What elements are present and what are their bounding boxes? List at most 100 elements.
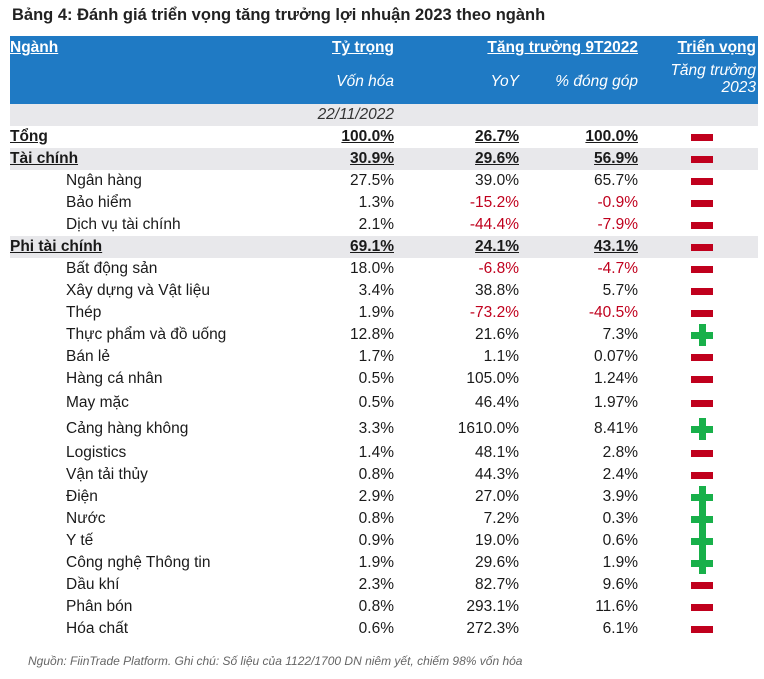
yoy-value: 1610.0%	[457, 420, 519, 438]
sector-name: Dầu khí	[66, 576, 120, 594]
table-row: Dầu khí 2.3% 82.7% 9.6%	[10, 574, 758, 596]
sector-name: May mặc	[66, 394, 129, 412]
minus-icon	[691, 287, 713, 295]
yoy-value: -44.4%	[469, 216, 519, 234]
outlook-cell	[640, 416, 758, 442]
outlook-cell	[640, 368, 758, 390]
weight-value: 0.5%	[358, 370, 394, 388]
yoy-value: 293.1%	[466, 598, 519, 616]
weight-value: 12.8%	[350, 326, 394, 344]
contribution-value: 0.6%	[602, 532, 638, 550]
weight-value: 3.3%	[358, 420, 394, 438]
weight-value: 2.1%	[358, 216, 394, 234]
table-row: Cảng hàng không 3.3% 1610.0% 8.41%	[10, 416, 758, 442]
sector-name: Bán lẻ	[66, 348, 110, 366]
sector-name: Công nghệ Thông tin	[66, 554, 211, 572]
plus-icon	[691, 324, 713, 346]
weight-value: 30.9%	[260, 148, 396, 170]
sector-name: Cảng hàng không	[66, 420, 189, 438]
yoy-value: 29.6%	[396, 148, 521, 170]
yoy-value: 272.3%	[466, 620, 519, 638]
contribution-value: 8.41%	[594, 420, 638, 438]
outlook-cell	[640, 530, 758, 552]
outlook-cell	[640, 464, 758, 486]
minus-icon	[691, 133, 713, 141]
table-body: Tổng 100.0% 26.7% 100.0% Tài chính 30.9% 29.6%…	[10, 126, 758, 640]
yoy-value: -15.2%	[469, 194, 519, 212]
table-row: Bất động sản 18.0% -6.8% -4.7%	[10, 258, 758, 280]
table-row: Tổng 100.0% 26.7% 100.0%	[10, 126, 758, 148]
subheader-blank	[10, 60, 260, 104]
table-row: May mặc 0.5% 46.4% 1.97%	[10, 390, 758, 416]
yoy-value: 27.0%	[475, 488, 519, 506]
outlook-cell	[640, 258, 758, 280]
contribution-value: 6.1%	[602, 620, 638, 638]
yoy-value: 39.0%	[475, 172, 519, 190]
outlook-cell	[640, 346, 758, 368]
outlook-cell	[640, 442, 758, 464]
date-row: 22/11/2022	[10, 104, 758, 126]
weight-value: 0.8%	[358, 510, 394, 528]
yoy-value: 48.1%	[475, 444, 519, 462]
table-row: Logistics 1.4% 48.1% 2.8%	[10, 442, 758, 464]
table-row: Xây dựng và Vật liệu 3.4% 38.8% 5.7%	[10, 280, 758, 302]
table-row: Y tế 0.9% 19.0% 0.6%	[10, 530, 758, 552]
weight-value: 0.8%	[358, 598, 394, 616]
minus-icon	[691, 221, 713, 229]
sector-name: Phân bón	[66, 598, 133, 616]
outlook-cell	[640, 302, 758, 324]
yoy-value: -6.8%	[478, 260, 520, 278]
weight-value: 1.4%	[358, 444, 394, 462]
table-row: Phi tài chính 69.1% 24.1% 43.1%	[10, 236, 758, 258]
yoy-value: 44.3%	[475, 466, 519, 484]
minus-icon	[691, 603, 713, 611]
sector-name: Nước	[66, 510, 106, 528]
table-row: Tài chính 30.9% 29.6% 56.9%	[10, 148, 758, 170]
sector-name: Hàng cá nhân	[66, 370, 163, 388]
outlook-cell	[640, 390, 758, 416]
contribution-value: 1.9%	[602, 554, 638, 572]
contribution-value: 0.3%	[602, 510, 638, 528]
minus-icon	[691, 353, 713, 361]
yoy-value: 1.1%	[483, 348, 519, 366]
contribution-value: 56.9%	[521, 148, 640, 170]
table-row: Thực phẩm và đồ uống 12.8% 21.6% 7.3%	[10, 324, 758, 346]
weight-value: 2.9%	[358, 488, 394, 506]
subheader-outlook: Tăng trưởng 2023	[640, 60, 758, 104]
table-row: Vận tải thủy 0.8% 44.3% 2.4%	[10, 464, 758, 486]
plus-icon	[691, 486, 713, 508]
sector-name: Logistics	[66, 444, 127, 462]
contribution-value: -4.7%	[597, 260, 639, 278]
weight-value: 69.1%	[260, 236, 396, 258]
weight-value: 3.4%	[358, 282, 394, 300]
table-row: Bán lẻ 1.7% 1.1% 0.07%	[10, 346, 758, 368]
minus-icon	[691, 265, 713, 273]
header-weight: Tỷ trọng	[260, 36, 396, 60]
contribution-value: 11.6%	[595, 598, 638, 616]
table-row: Phân bón 0.8% 293.1% 11.6%	[10, 596, 758, 618]
source-note: Nguồn: FiinTrade Platform. Ghi chú: Số l…	[28, 654, 523, 668]
weight-value: 1.3%	[358, 194, 394, 212]
subheader-weight: Vốn hóa	[260, 60, 396, 104]
weight-value: 1.7%	[358, 348, 394, 366]
sector-name: Thực phẩm và đồ uống	[66, 326, 227, 344]
outlook-cell	[640, 126, 758, 148]
table-row: Ngân hàng 27.5% 39.0% 65.7%	[10, 170, 758, 192]
header-growth: Tăng trưởng 9T2022	[396, 36, 640, 60]
contribution-value: 7.3%	[602, 326, 638, 344]
header-row: Ngành Tỷ trọng Tăng trưởng 9T2022 Triển …	[10, 36, 758, 60]
outlook-cell	[640, 486, 758, 508]
contribution-value: 9.6%	[602, 576, 638, 594]
table-row: Dịch vụ tài chính 2.1% -44.4% -7.9%	[10, 214, 758, 236]
weight-value: 100.0%	[341, 128, 394, 146]
contribution-value: 43.1%	[521, 236, 640, 258]
table-row: Hàng cá nhân 0.5% 105.0% 1.24%	[10, 368, 758, 390]
sector-outlook-table: Ngành Tỷ trọng Tăng trưởng 9T2022 Triển …	[10, 36, 758, 640]
minus-icon	[691, 375, 713, 383]
outlook-cell	[640, 214, 758, 236]
plus-icon	[691, 508, 713, 530]
contribution-value: -40.5%	[588, 304, 638, 322]
sector-name: Dịch vụ tài chính	[66, 216, 181, 234]
weight-value: 1.9%	[358, 554, 394, 572]
contribution-value: 1.24%	[594, 370, 638, 388]
